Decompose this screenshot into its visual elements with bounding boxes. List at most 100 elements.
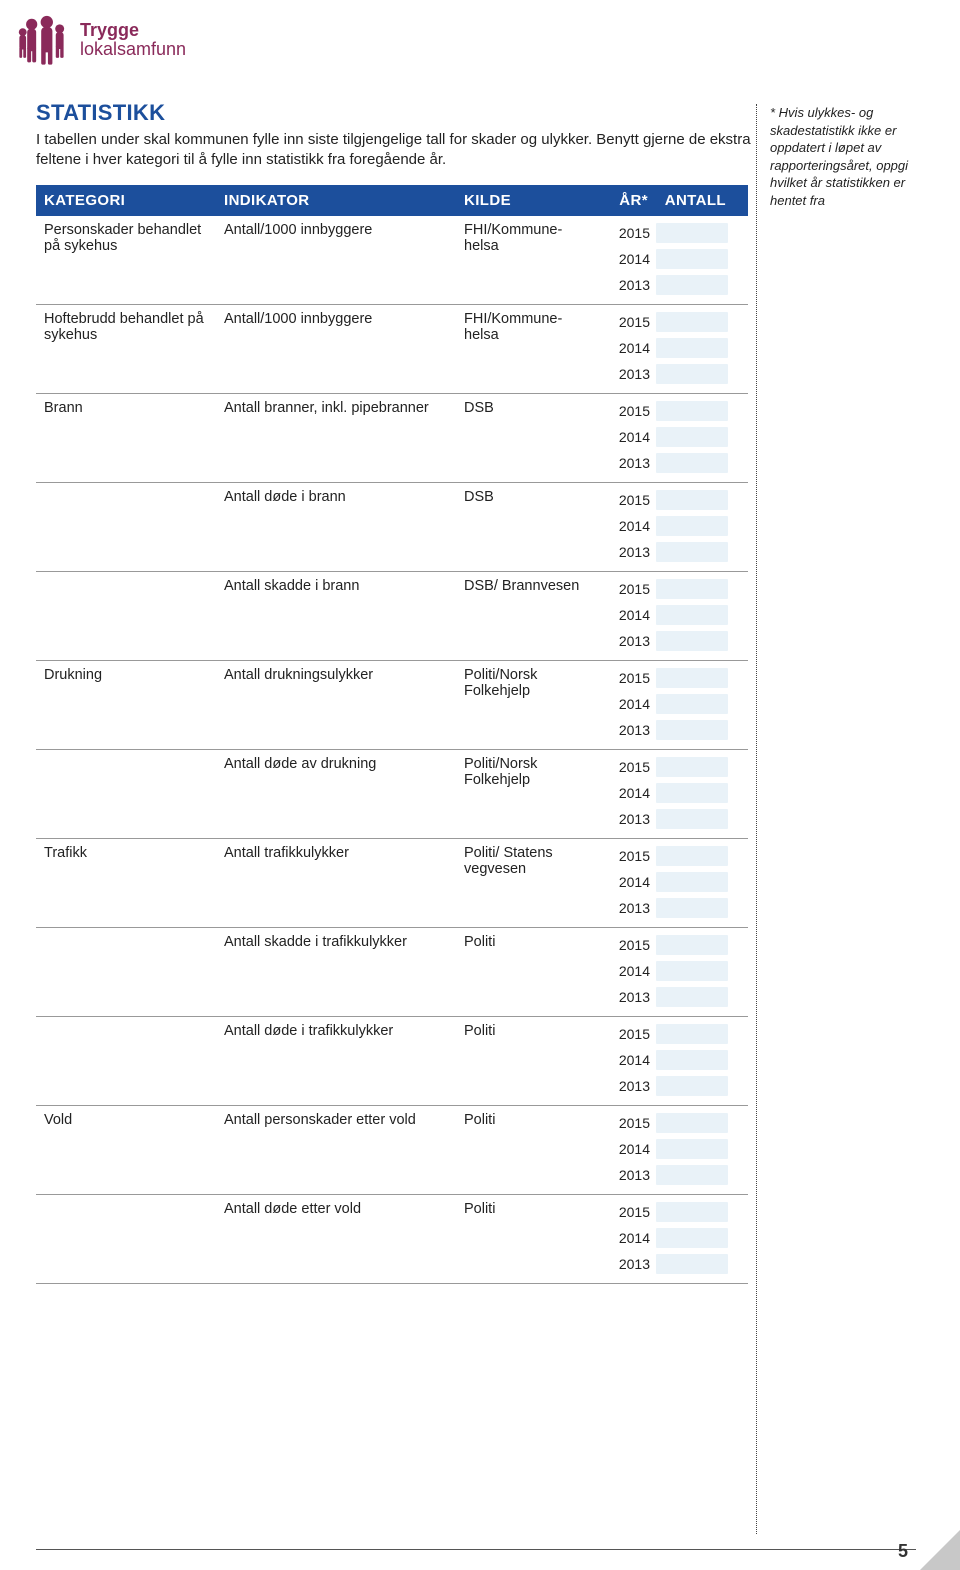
antall-input-cell	[656, 869, 732, 895]
antall-input[interactable]	[656, 631, 728, 651]
antall-input-cell	[656, 843, 732, 869]
antall-input[interactable]	[656, 961, 728, 981]
cell-indikator: Antall døde i brann	[216, 483, 456, 571]
cell-kilde: Politi	[456, 928, 596, 1016]
cell-years: 201520142013	[596, 839, 656, 927]
year-value: 2014	[596, 513, 656, 539]
cell-antall	[656, 750, 736, 838]
antall-input[interactable]	[656, 935, 728, 955]
cell-kategori: Brann	[36, 394, 216, 482]
cell-indikator: Antall skadde i brann	[216, 572, 456, 660]
antall-input[interactable]	[656, 223, 728, 243]
antall-input[interactable]	[656, 809, 728, 829]
antall-input[interactable]	[656, 312, 728, 332]
antall-input[interactable]	[656, 490, 728, 510]
antall-input[interactable]	[656, 1024, 728, 1044]
antall-input[interactable]	[656, 275, 728, 295]
year-value: 2013	[596, 450, 656, 476]
brand-line1: Trygge	[80, 21, 186, 40]
year-value: 2015	[596, 1021, 656, 1047]
antall-input[interactable]	[656, 542, 728, 562]
cell-antall	[656, 483, 736, 571]
year-value: 2014	[596, 1047, 656, 1073]
antall-input[interactable]	[656, 1202, 728, 1222]
table-row: Antall skadde i brannDSB/ Brannvesen2015…	[36, 572, 748, 661]
cell-years: 201520142013	[596, 928, 656, 1016]
antall-input[interactable]	[656, 668, 728, 688]
antall-input[interactable]	[656, 453, 728, 473]
cell-kategori	[36, 928, 216, 1016]
year-value: 2013	[596, 806, 656, 832]
antall-input[interactable]	[656, 1050, 728, 1070]
antall-input[interactable]	[656, 987, 728, 1007]
antall-input[interactable]	[656, 1113, 728, 1133]
antall-input-cell	[656, 628, 732, 654]
cell-antall	[656, 1195, 736, 1283]
year-value: 2014	[596, 958, 656, 984]
col-indikator: INDIKATOR	[216, 185, 456, 216]
table-row: TrafikkAntall trafikkulykkerPoliti/ Stat…	[36, 839, 748, 928]
cell-years: 201520142013	[596, 661, 656, 749]
cell-kilde: Politi/ Statens vegvesen	[456, 839, 596, 927]
antall-input[interactable]	[656, 1254, 728, 1274]
year-value: 2013	[596, 272, 656, 298]
people-silhouette-icon	[16, 12, 72, 68]
cell-kategori: Drukning	[36, 661, 216, 749]
antall-input-cell	[656, 780, 732, 806]
col-kategori: KATEGORI	[36, 185, 216, 216]
antall-input[interactable]	[656, 1228, 728, 1248]
antall-input[interactable]	[656, 579, 728, 599]
antall-input[interactable]	[656, 1076, 728, 1096]
antall-input-cell	[656, 1199, 732, 1225]
antall-input-cell	[656, 665, 732, 691]
cell-indikator: Antall døde av drukning	[216, 750, 456, 838]
antall-input[interactable]	[656, 872, 728, 892]
cell-antall	[656, 1106, 736, 1194]
cell-kategori	[36, 750, 216, 838]
cell-indikator: Antall/1000 innbyggere	[216, 216, 456, 304]
year-value: 2015	[596, 1110, 656, 1136]
table-row: VoldAntall personskader etter voldPoliti…	[36, 1106, 748, 1195]
cell-kilde: Politi	[456, 1195, 596, 1283]
antall-input[interactable]	[656, 401, 728, 421]
cell-kategori: Trafikk	[36, 839, 216, 927]
antall-input[interactable]	[656, 1139, 728, 1159]
antall-input[interactable]	[656, 898, 728, 918]
antall-input[interactable]	[656, 757, 728, 777]
cell-kilde: Politi	[456, 1017, 596, 1105]
year-value: 2014	[596, 1136, 656, 1162]
cell-indikator: Antall døde etter vold	[216, 1195, 456, 1283]
cell-kategori: Vold	[36, 1106, 216, 1194]
antall-input[interactable]	[656, 1165, 728, 1185]
year-value: 2013	[596, 1073, 656, 1099]
cell-antall	[656, 839, 736, 927]
antall-input[interactable]	[656, 846, 728, 866]
cell-kategori	[36, 572, 216, 660]
cell-years: 201520142013	[596, 1106, 656, 1194]
year-value: 2013	[596, 1162, 656, 1188]
cell-kategori: Hoftebrudd behandlet på sykehus	[36, 305, 216, 393]
antall-input[interactable]	[656, 338, 728, 358]
cell-years: 201520142013	[596, 394, 656, 482]
year-value: 2015	[596, 398, 656, 424]
antall-input[interactable]	[656, 427, 728, 447]
year-value: 2013	[596, 361, 656, 387]
year-value: 2014	[596, 869, 656, 895]
antall-input[interactable]	[656, 694, 728, 714]
cell-indikator: Antall døde i trafikkulykker	[216, 1017, 456, 1105]
antall-input-cell	[656, 272, 732, 298]
antall-input-cell	[656, 958, 732, 984]
table-row: BrannAntall branner, inkl. pipebrannerDS…	[36, 394, 748, 483]
cell-kilde: Politi/Norsk Folkehjelp	[456, 661, 596, 749]
year-value: 2013	[596, 1251, 656, 1277]
antall-input[interactable]	[656, 720, 728, 740]
antall-input-cell	[656, 895, 732, 921]
antall-input[interactable]	[656, 605, 728, 625]
antall-input[interactable]	[656, 783, 728, 803]
antall-input[interactable]	[656, 364, 728, 384]
year-value: 2013	[596, 628, 656, 654]
cell-years: 201520142013	[596, 1195, 656, 1283]
cell-kilde: DSB	[456, 483, 596, 571]
antall-input[interactable]	[656, 516, 728, 536]
antall-input[interactable]	[656, 249, 728, 269]
